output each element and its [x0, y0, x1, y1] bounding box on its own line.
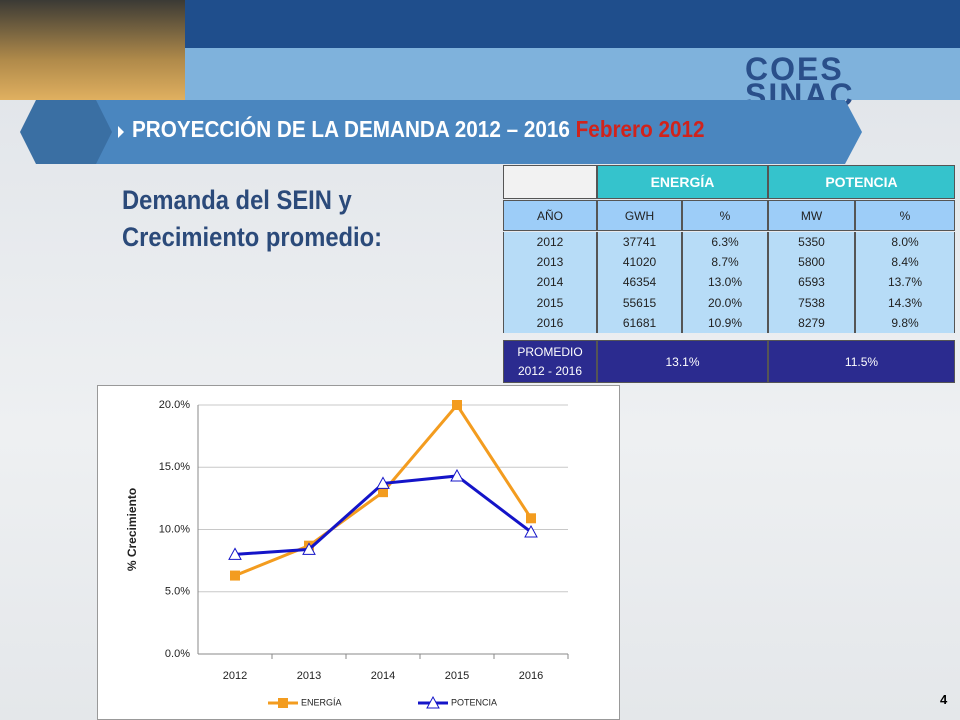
point: [378, 487, 388, 498]
table-cell: 8279: [768, 312, 855, 333]
table-cell: 2016: [503, 312, 597, 333]
point: [302, 542, 316, 555]
y-tick-label: 5.0%: [165, 586, 190, 598]
average-label-line: PROMEDIO: [517, 344, 583, 359]
average-value: 11.5%: [768, 340, 955, 383]
table-cell: 6.3%: [682, 232, 768, 253]
title-main: PROYECCIÓN DE LA DEMANDA 2012 – 2016: [132, 116, 570, 142]
x-tick-label: 2012: [223, 670, 247, 682]
point: [526, 513, 536, 524]
point: [376, 476, 390, 489]
column-header: GWH: [597, 200, 682, 231]
y-tick-label: 15.0%: [159, 461, 190, 473]
title-shape: [20, 100, 862, 164]
table-cell: 8.4%: [855, 252, 955, 273]
point: [452, 400, 462, 410]
header-blank: [503, 165, 597, 199]
x-tick-label: 2014: [371, 670, 395, 682]
table-cell: 41020: [597, 252, 682, 273]
table-cell: 2015: [503, 292, 597, 313]
table-cell: 55615: [597, 292, 682, 313]
table-cell: 5800: [768, 252, 855, 273]
table-cell: 10.9%: [682, 312, 768, 333]
photo: [0, 0, 185, 100]
table-cell: 37741: [597, 232, 682, 253]
table-cell: 61681: [597, 312, 682, 333]
average-value: 13.1%: [597, 340, 768, 383]
point: [230, 570, 240, 581]
x-tick-label: 2016: [519, 670, 543, 682]
page-number: 4: [940, 692, 948, 707]
table-cell: 13.7%: [855, 272, 955, 293]
legend-label: POTENCIA: [451, 697, 497, 707]
average-label-line: 2012 - 2016: [517, 363, 583, 378]
table-cell: 2014: [503, 272, 597, 293]
average-label: PROMEDIO 2012 - 2016: [503, 340, 597, 383]
point: [228, 547, 242, 560]
header-group: POTENCIA: [768, 165, 955, 199]
subtitle-line: Crecimiento promedio:: [122, 222, 383, 252]
y-tick-label: 0.0%: [165, 648, 190, 660]
slide-title: PROYECCIÓN DE LA DEMANDA 2012 – 2016 Feb…: [132, 116, 705, 143]
table-cell: 13.0%: [682, 272, 768, 293]
subtitle: Demanda del SEIN y Crecimiento promedio:: [122, 182, 382, 256]
table-cell: 20.0%: [682, 292, 768, 313]
table-cell: 5350: [768, 232, 855, 253]
x-tick-label: 2013: [297, 670, 321, 682]
point: [524, 524, 538, 538]
subtitle-line: Demanda del SEIN y: [122, 185, 352, 215]
y-axis-title: % Crecimiento: [125, 488, 139, 571]
table-cell: 9.8%: [855, 312, 955, 333]
chart: 0.0% 5.0% 10.0% 15.0% 20.0% 2012 2013 2014 2015 2…: [125, 399, 569, 709]
light-band: [185, 48, 960, 100]
column-header: %: [682, 200, 768, 231]
table-cell: 8.0%: [855, 232, 955, 253]
table-cell: 7538: [768, 292, 855, 313]
legend-marker: [278, 698, 288, 708]
title-highlight: Febrero 2012: [575, 116, 705, 142]
column-header: AÑO: [503, 200, 597, 231]
chart-box: 0.0% 5.0% 10.0% 15.0% 20.0% 2012 2013 2014 2015 2…: [97, 385, 620, 720]
table-cell: 8.7%: [682, 252, 768, 273]
x-tick-label: 2015: [445, 670, 469, 682]
header-group: ENERGÍA: [597, 165, 768, 199]
top-band: [185, 0, 960, 48]
y-tick-label: 20.0%: [159, 399, 190, 411]
table-cell: 2013: [503, 252, 597, 273]
table-cell: 14.3%: [855, 292, 955, 313]
y-tick-label: 10.0%: [159, 523, 190, 535]
table-cell: 2012: [503, 232, 597, 253]
legend-marker: [426, 695, 440, 709]
column-header: %: [855, 200, 955, 231]
table-cell: 6593: [768, 272, 855, 293]
legend-label: ENERGÍA: [301, 697, 342, 707]
point: [450, 468, 464, 482]
column-header: MW: [768, 200, 855, 231]
logo-line: COES: [745, 51, 844, 87]
table-cell: 46354: [597, 272, 682, 293]
